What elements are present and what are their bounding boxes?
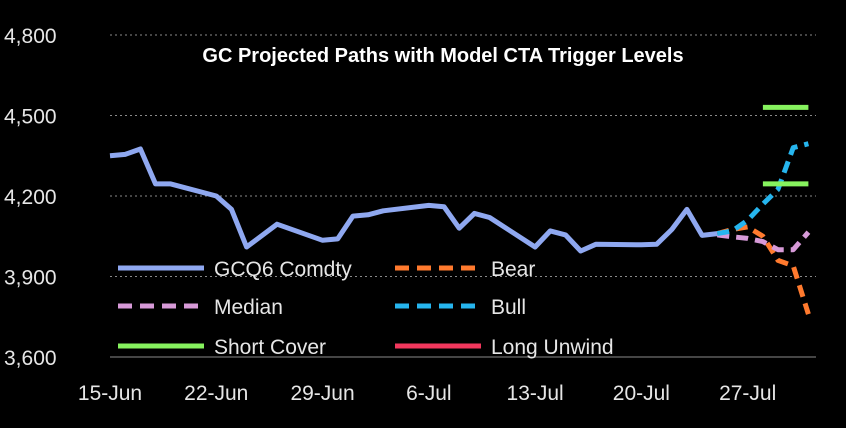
y-tick-label: 3,900: [4, 267, 57, 290]
legend-label-median: Median: [214, 296, 283, 319]
y-tick-label: 4,500: [4, 106, 57, 129]
legend-label-long-unwind: Long Unwind: [491, 336, 614, 359]
x-axis-ticks: 15-Jun 22-Jun 29-Jun 6-Jul 13-Jul 20-Jul 27-Ju…: [78, 382, 776, 405]
x-tick-label: 15-Jun: [78, 382, 142, 405]
chart-title: GC Projected Paths with Model CTA Trigge…: [202, 45, 683, 67]
x-tick-label: 13-Jul: [507, 382, 564, 405]
series-line-gcq6-comdty: [109, 146, 718, 254]
y-tick-label: 4,800: [4, 25, 57, 48]
legend-label-gcq6-comdty: GCQ6 Comdty: [214, 258, 352, 281]
x-tick-label: 22-Jun: [184, 382, 248, 405]
x-tick-label: 6-Jul: [406, 382, 452, 405]
y-tick-label: 4,200: [4, 186, 57, 209]
legend-label-short-cover: Short Cover: [214, 336, 326, 359]
series-line-bear: [716, 224, 811, 315]
series-lines: [109, 104, 811, 315]
legend-label-bull: Bull: [491, 296, 526, 319]
x-tick-label: 29-Jun: [290, 382, 354, 405]
series-line-median: [716, 230, 811, 253]
legend-label-bear: Bear: [491, 258, 535, 281]
x-tick-label: 27-Jul: [719, 382, 776, 405]
series-line-bull: [716, 141, 810, 237]
y-tick-label: 3,600: [4, 347, 57, 370]
legend: GCQ6 Comdty Bear Median Bull Short Cover Long…: [118, 258, 614, 359]
x-tick-label: 20-Jul: [613, 382, 670, 405]
gridlines: [110, 34, 816, 358]
y-axis-ticks: 3,600 3,900 4,200 4,500 4,800: [4, 25, 57, 370]
